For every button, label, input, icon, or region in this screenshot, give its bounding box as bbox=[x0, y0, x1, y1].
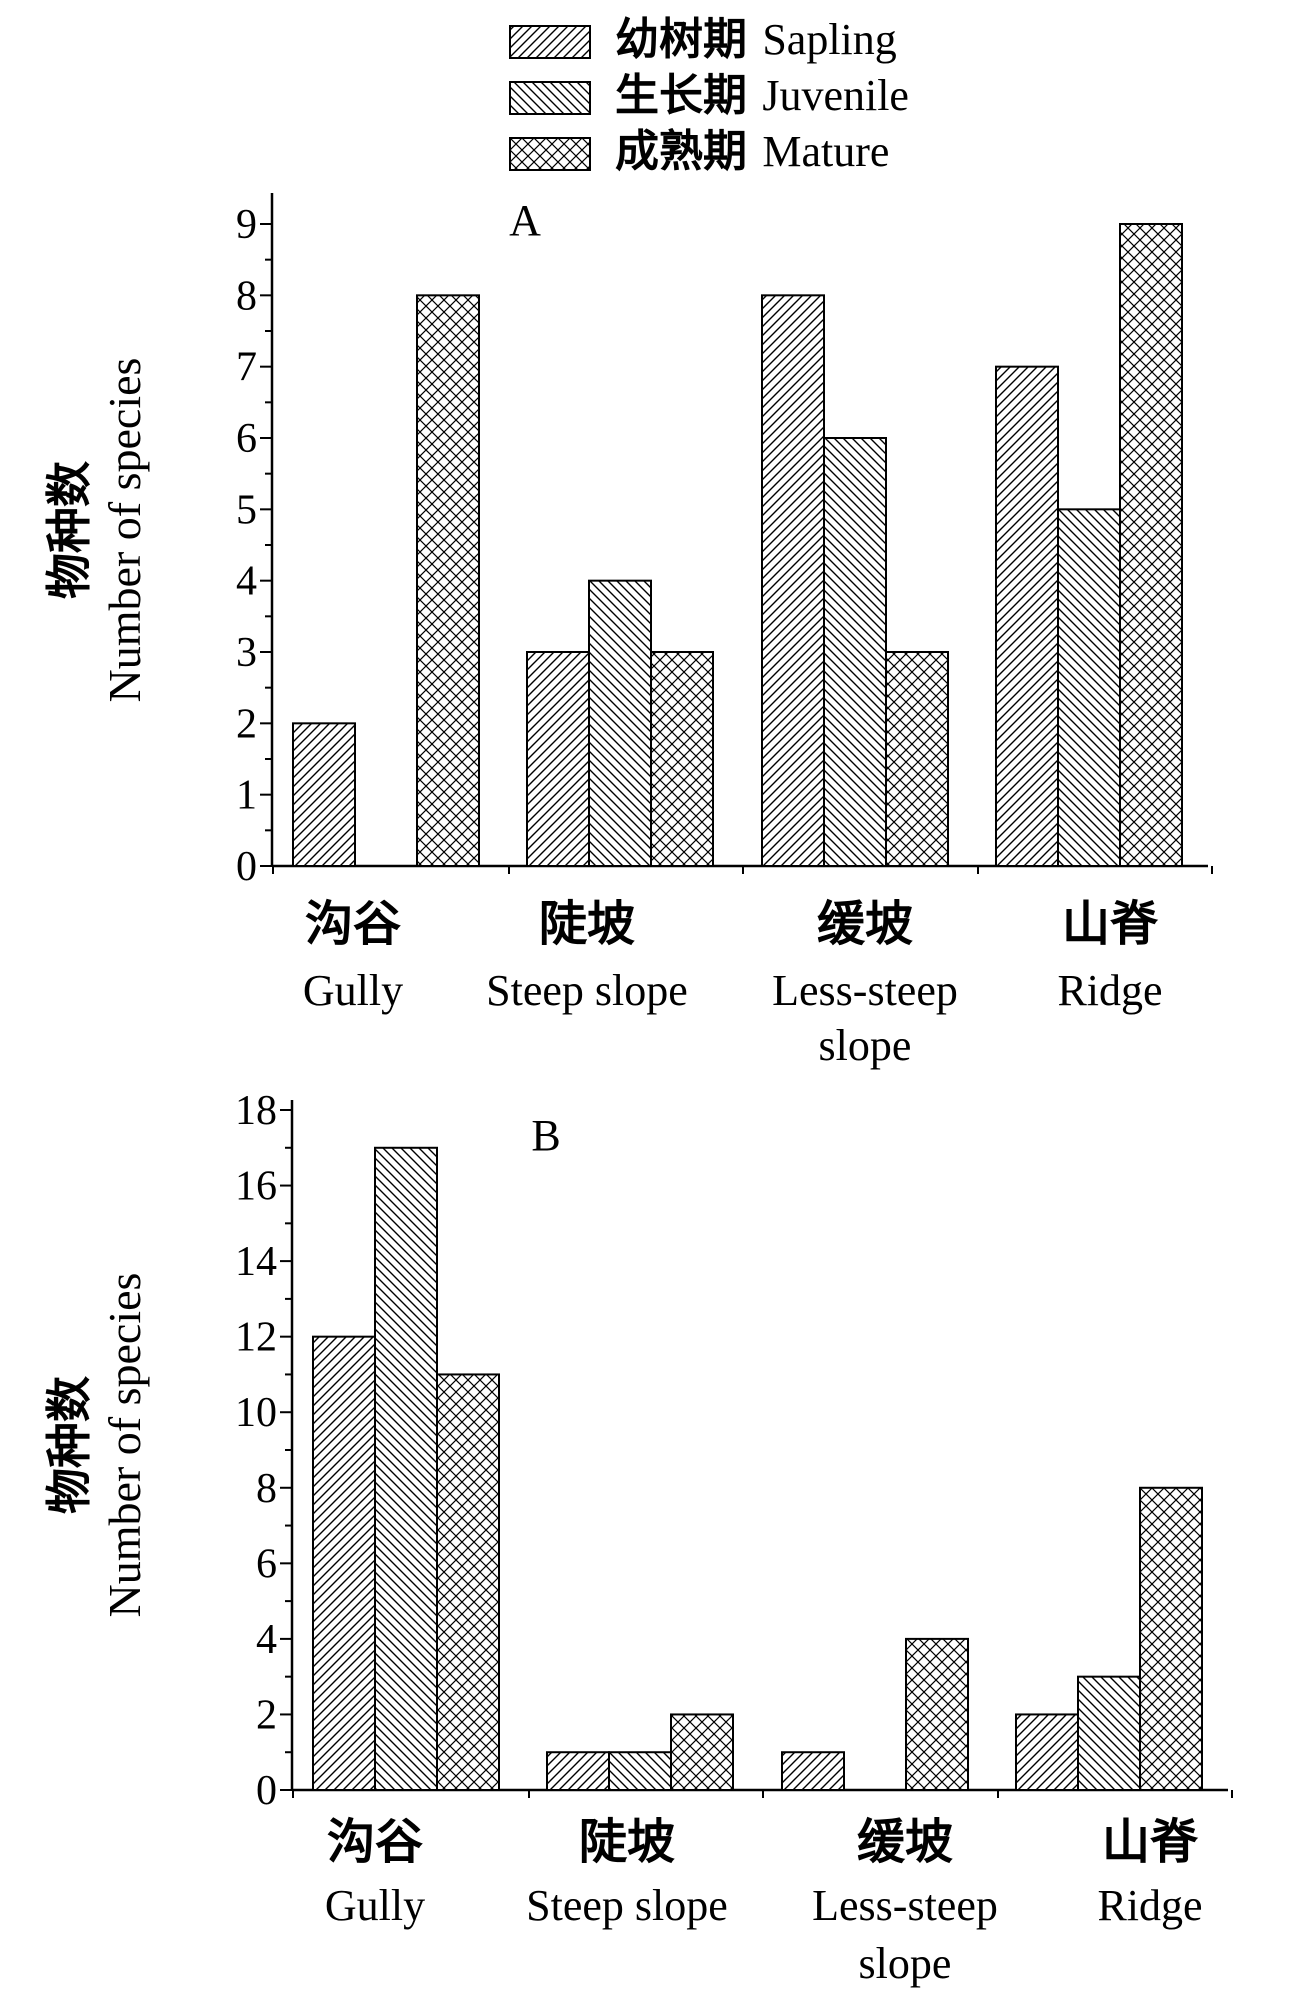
category-label-zh: 陡坡 bbox=[539, 896, 635, 952]
category-label-en-line2: slope bbox=[819, 1021, 912, 1070]
bar-sapling-less-steep bbox=[781, 1751, 845, 1791]
bar-mature-ridge bbox=[1119, 223, 1183, 867]
panel-b: 0 2 4 6 8 10 12 14 16 18 B 沟谷 Gully 陡坡 Steep slope 缓坡 Le… bbox=[42, 1088, 1233, 1988]
bar-sapling-less-steep bbox=[761, 294, 825, 868]
category-label-en: Gully bbox=[303, 966, 403, 1015]
category-label-zh: 山脊 bbox=[1062, 896, 1159, 952]
legend-label-mature: 成熟期 Mature bbox=[615, 126, 889, 177]
bar-sapling-ridge bbox=[1015, 1713, 1079, 1792]
bar-mature-ridge bbox=[1139, 1486, 1203, 1792]
bar-sapling-steep-slope bbox=[546, 1751, 610, 1791]
y-tick-label: 5 bbox=[236, 487, 257, 533]
y-tick-label: 2 bbox=[256, 1692, 277, 1738]
bar-juvenile-gully bbox=[374, 1146, 438, 1792]
y-tick-label: 0 bbox=[256, 1768, 277, 1814]
category-label-en: Less-steep bbox=[812, 1881, 998, 1930]
bar-juvenile-less-steep bbox=[823, 437, 887, 867]
category-label-en: Gully bbox=[325, 1881, 425, 1930]
category-label-zh: 沟谷 bbox=[305, 896, 401, 952]
legend-label-juvenile: 生长期 Juvenile bbox=[615, 70, 909, 121]
y-tick-label: 9 bbox=[236, 202, 257, 248]
bar-sapling-steep-slope bbox=[526, 651, 590, 867]
y-tick-label: 4 bbox=[256, 1617, 277, 1663]
bar-mature-gully bbox=[416, 294, 480, 868]
bar-sapling-gully bbox=[292, 722, 356, 867]
y-tick-label: 10 bbox=[235, 1390, 277, 1436]
bar-mature-steep-slope bbox=[650, 651, 714, 867]
bar-mature-less-steep bbox=[905, 1637, 969, 1792]
bar-sapling-ridge bbox=[995, 365, 1059, 867]
y-tick-label: 8 bbox=[236, 273, 257, 319]
category-label-en: Steep slope bbox=[526, 1881, 728, 1930]
y-axis-title-zh: 物种数 bbox=[42, 461, 96, 599]
legend-swatch-juvenile bbox=[509, 81, 591, 115]
y-tick-label: 6 bbox=[256, 1541, 277, 1587]
legend-label-sapling: 幼树期 Sapling bbox=[615, 14, 897, 65]
y-tick-label: 0 bbox=[236, 844, 257, 890]
category-label-en: Less-steep bbox=[772, 966, 958, 1015]
category-label-zh: 山脊 bbox=[1102, 1814, 1199, 1870]
y-tick-label: 6 bbox=[236, 416, 257, 462]
category-label-zh: 缓坡 bbox=[857, 1814, 953, 1870]
panel-label: A bbox=[509, 196, 541, 245]
category-label-en: Ridge bbox=[1097, 1881, 1202, 1930]
bar-sapling-gully bbox=[312, 1335, 376, 1791]
bar-juvenile-steep-slope bbox=[608, 1751, 672, 1791]
y-tick-label: 18 bbox=[235, 1088, 277, 1134]
y-tick-label: 2 bbox=[236, 701, 257, 747]
y-tick-label: 12 bbox=[235, 1315, 277, 1361]
y-axis-title-en: Number of species bbox=[99, 1273, 150, 1618]
bar-juvenile-ridge bbox=[1077, 1675, 1141, 1791]
bar-mature-less-steep bbox=[885, 651, 949, 867]
panel-label: B bbox=[531, 1111, 560, 1160]
y-tick-label: 8 bbox=[256, 1466, 277, 1512]
y-tick-label: 3 bbox=[236, 630, 257, 676]
y-tick-label: 16 bbox=[235, 1164, 277, 1210]
y-tick-label: 7 bbox=[236, 345, 257, 391]
category-label-zh: 陡坡 bbox=[579, 1814, 675, 1870]
category-label-zh: 沟谷 bbox=[327, 1814, 423, 1870]
y-tick-label: 1 bbox=[236, 773, 257, 819]
category-label-en: Ridge bbox=[1057, 966, 1162, 1015]
y-tick-label: 14 bbox=[235, 1239, 277, 1285]
bar-juvenile-steep-slope bbox=[588, 579, 652, 868]
bar-juvenile-ridge bbox=[1057, 508, 1121, 867]
y-axis-title-zh: 物种数 bbox=[42, 1376, 96, 1514]
y-axis-title-en: Number of species bbox=[99, 358, 150, 703]
category-label-zh: 缓坡 bbox=[817, 896, 913, 952]
category-label-en-line2: slope bbox=[859, 1939, 952, 1988]
panel-a: 0 1 2 3 4 5 6 7 8 9 A 沟谷 Gully 陡坡 Steep slope 缓坡 Less-st… bbox=[42, 193, 1213, 1070]
bar-mature-gully bbox=[436, 1373, 500, 1791]
y-tick-label: 4 bbox=[236, 559, 257, 605]
legend-swatch-sapling bbox=[509, 25, 591, 59]
category-label-en: Steep slope bbox=[486, 966, 688, 1015]
legend-swatch-mature bbox=[509, 137, 591, 171]
bar-mature-steep-slope bbox=[670, 1713, 734, 1792]
